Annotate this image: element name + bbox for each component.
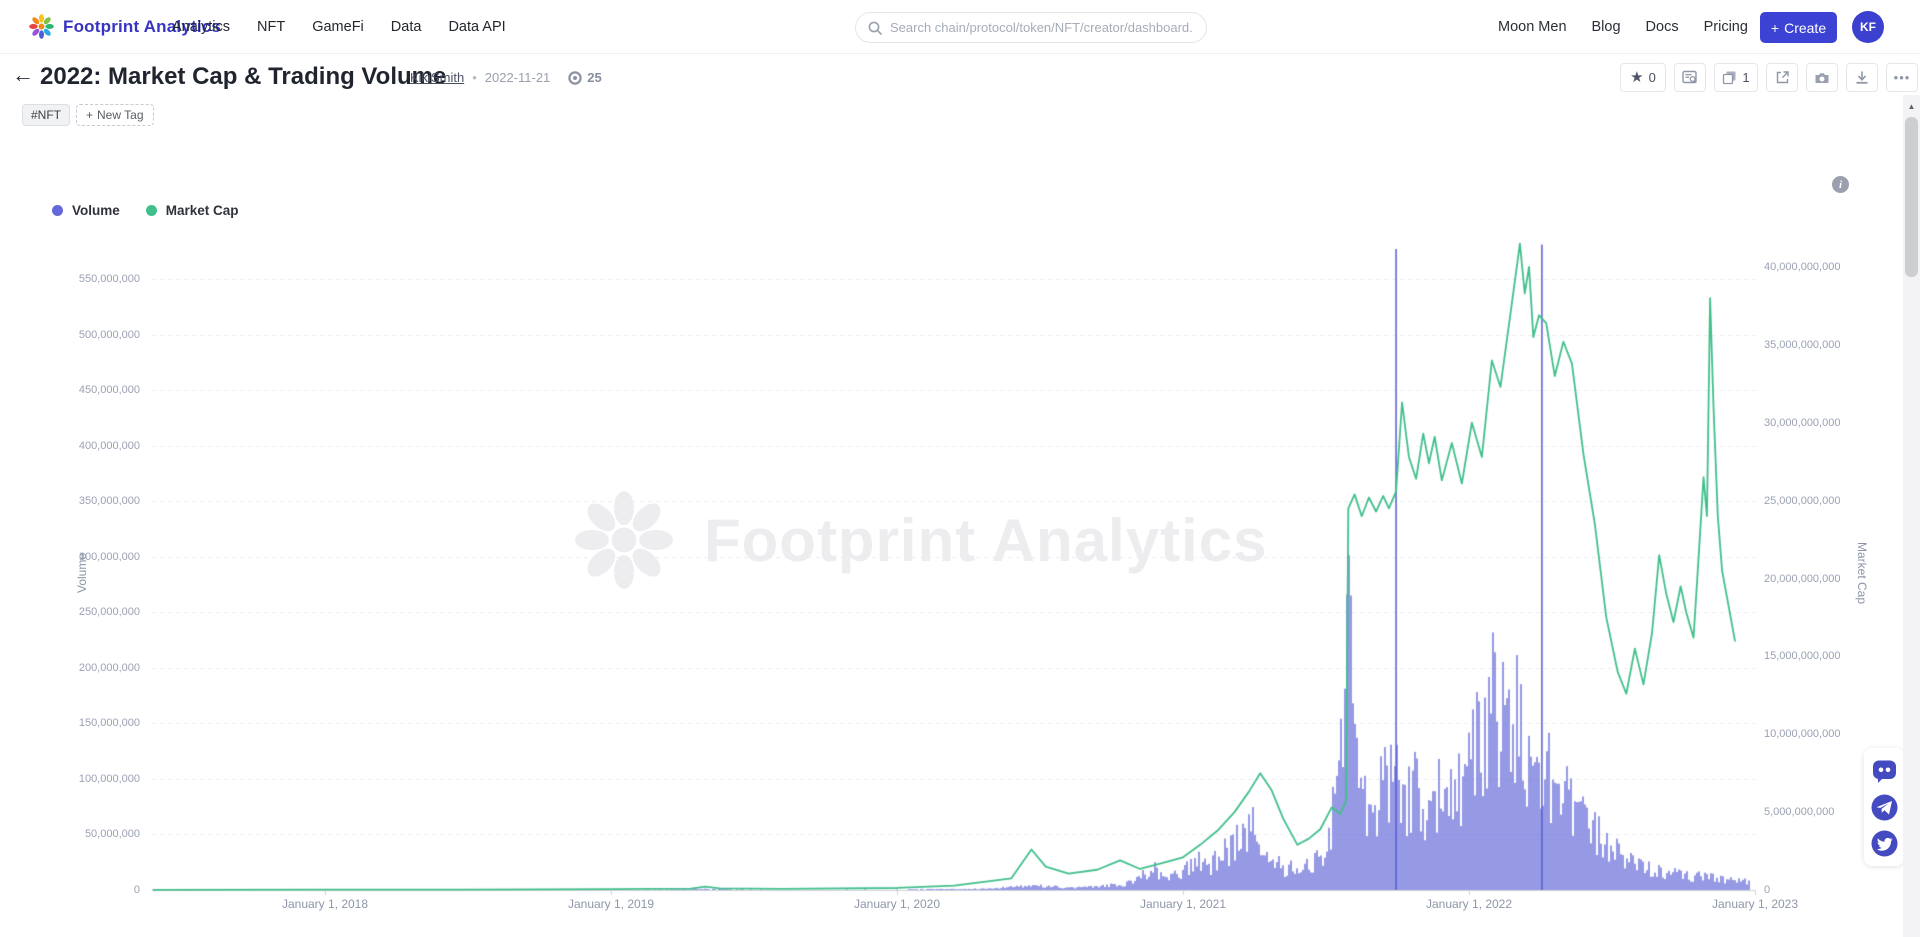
twitter-icon	[1871, 830, 1898, 857]
chart-legend: Volume Market Cap	[52, 203, 239, 218]
twitter-button[interactable]	[1871, 830, 1898, 857]
social-float-panel	[1864, 748, 1904, 866]
legend-item-market-cap[interactable]: Market Cap	[145, 203, 239, 218]
discord-icon	[1871, 757, 1898, 784]
legend-label-market-cap: Market Cap	[165, 203, 239, 218]
legend-label-volume: Volume	[72, 203, 120, 218]
telegram-icon	[1871, 794, 1898, 821]
scrollbar-up-arrow[interactable]: ▲	[1907, 101, 1916, 111]
info-icon[interactable]: i	[1832, 176, 1849, 193]
legend-item-volume[interactable]: Volume	[52, 203, 120, 218]
legend-dot-volume	[52, 205, 63, 216]
page-scrollbar[interactable]: ▲	[1903, 95, 1920, 937]
telegram-button[interactable]	[1871, 794, 1898, 821]
discord-button[interactable]	[1871, 757, 1898, 784]
scrollbar-thumb[interactable]	[1905, 117, 1918, 277]
legend-dot-market-cap	[145, 205, 157, 216]
